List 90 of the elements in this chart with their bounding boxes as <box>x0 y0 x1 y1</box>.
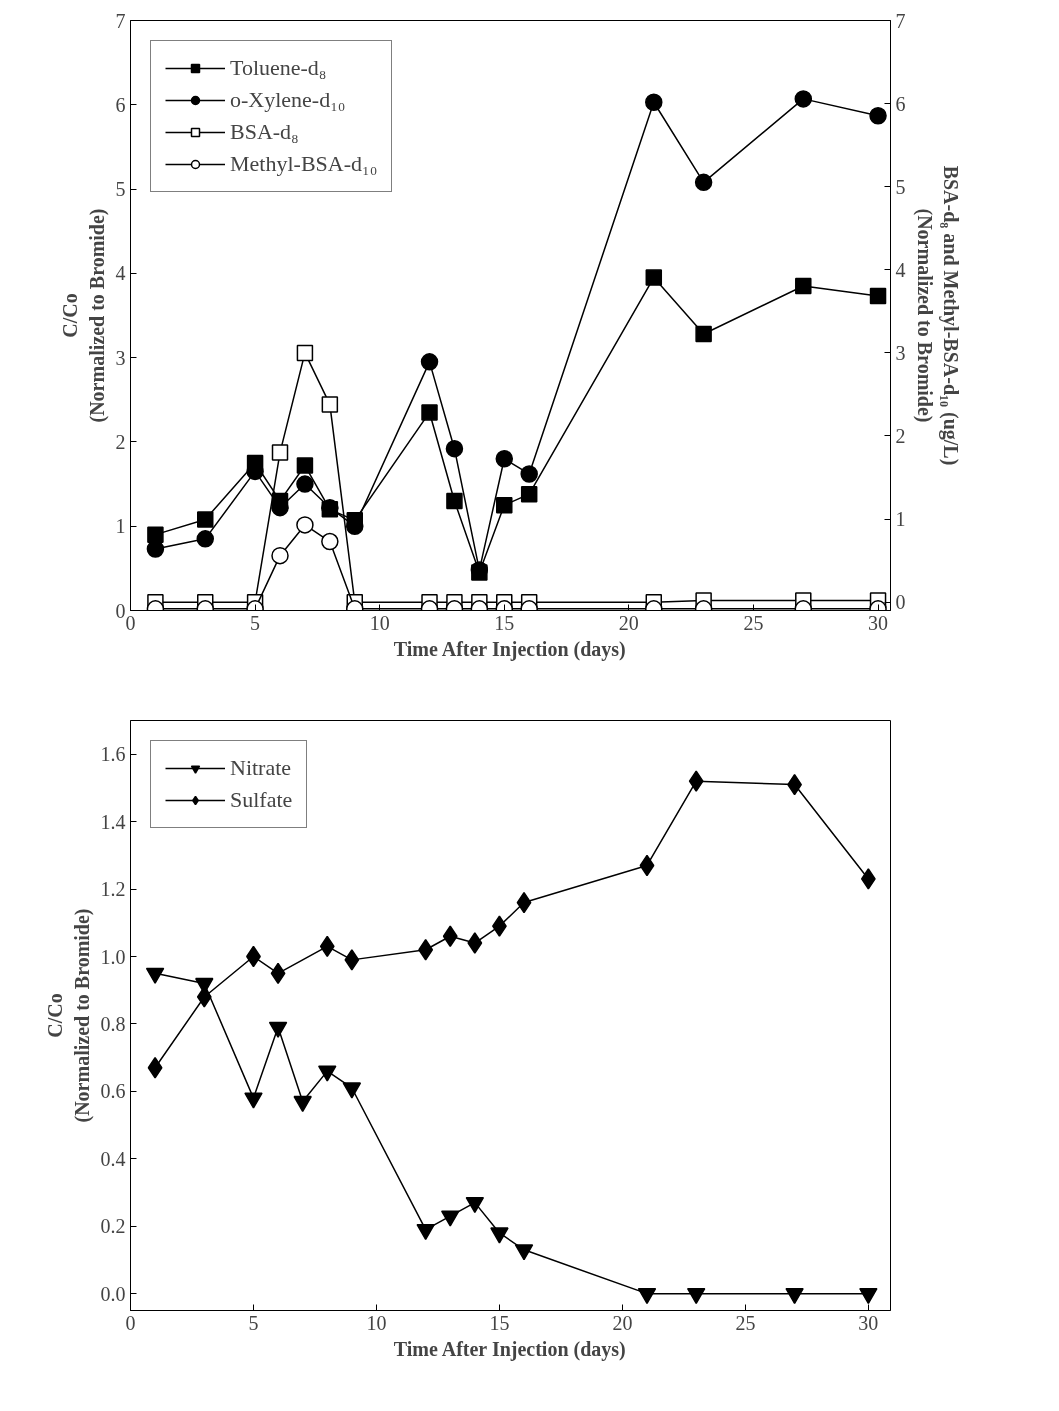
point <box>869 287 887 305</box>
y-tick-label: 4 <box>115 262 126 285</box>
point <box>520 465 538 483</box>
y-tick-label: 1.4 <box>100 810 126 833</box>
point <box>520 485 538 503</box>
point <box>686 1287 706 1305</box>
point <box>421 404 438 421</box>
point <box>467 932 483 954</box>
y-tick-label: 3 <box>115 346 126 369</box>
point <box>196 530 214 548</box>
x-axis-title: Time After Injection (days) <box>393 637 626 661</box>
point <box>495 450 514 468</box>
y2-tick-label: 0 <box>895 591 906 614</box>
legend-label: BSA-d₈ <box>230 119 299 145</box>
point <box>496 496 513 514</box>
y-tick-label: 6 <box>115 93 126 116</box>
point <box>645 269 663 286</box>
y2-tick-label: 7 <box>895 9 906 32</box>
point <box>645 93 663 111</box>
y-tick-label: 0.4 <box>100 1147 126 1170</box>
legend-label: Nitrate <box>230 755 292 781</box>
point <box>869 107 887 125</box>
x-tick-label: 20 <box>618 611 639 634</box>
y-tick-label: 5 <box>115 178 126 201</box>
point <box>418 939 434 961</box>
x-tick-label: 25 <box>735 1311 756 1334</box>
y2-tick-label: 1 <box>895 508 906 531</box>
point <box>446 492 463 510</box>
y-axis-title: C/Co (Normalized to Bromide) <box>44 908 94 1123</box>
point <box>342 1082 362 1099</box>
point <box>296 475 314 493</box>
x-tick-label: 15 <box>494 611 515 634</box>
point <box>416 1223 435 1241</box>
y-tick-label: 0.0 <box>100 1282 126 1305</box>
point <box>445 439 464 458</box>
point <box>688 770 704 792</box>
y2-tick-label: 6 <box>895 92 906 115</box>
point <box>293 1095 312 1113</box>
point <box>197 511 214 528</box>
x-tick-label: 25 <box>743 611 764 634</box>
legend-label: Methyl-BSA-d₁₀ <box>230 151 378 177</box>
y-tick-label: 1.6 <box>100 743 126 766</box>
y2-tick-label: 3 <box>895 341 906 364</box>
y-tick-label: 1.0 <box>100 945 126 968</box>
point <box>785 1287 804 1305</box>
x-tick-label: 5 <box>248 1311 259 1334</box>
y2-tick-label: 2 <box>895 424 906 447</box>
y2-tick-label: 4 <box>895 258 906 281</box>
legend-label: Sulfate <box>230 787 293 813</box>
point <box>296 457 314 474</box>
y-tick-label: 1 <box>115 515 126 538</box>
y-tick-label: 7 <box>115 9 126 32</box>
y2-tick-label: 5 <box>895 175 906 198</box>
x-tick-label: 30 <box>868 611 889 634</box>
point <box>695 325 712 343</box>
point <box>318 1065 337 1082</box>
x-tick-label: 10 <box>369 611 390 634</box>
x-tick-label: 20 <box>612 1311 633 1334</box>
point <box>420 353 439 371</box>
point <box>268 1021 288 1038</box>
point <box>859 1287 878 1305</box>
point <box>694 173 713 192</box>
point <box>440 1210 460 1227</box>
point <box>794 90 813 108</box>
point <box>147 526 164 543</box>
y-tick-label: 1.2 <box>100 878 126 901</box>
x-tick-label: 10 <box>366 1311 387 1334</box>
point <box>490 1227 509 1244</box>
y2-axis-title: BSA-d₈ and Methyl-BSA-d₁₀ (ug/L) (Normalized to Bromide) <box>912 165 962 466</box>
point <box>860 868 876 890</box>
y-tick-label: 0.6 <box>100 1080 126 1103</box>
y-tick-label: 2 <box>115 430 126 453</box>
legend-label: o-Xylene-d₁₀ <box>230 87 346 113</box>
point <box>145 967 165 984</box>
point <box>637 1287 657 1305</box>
point <box>514 1244 534 1261</box>
x-tick-label: 15 <box>489 1311 510 1334</box>
point <box>344 949 360 971</box>
y-axis-title: C/Co (Normalized to Bromide) <box>59 208 109 423</box>
x-axis-title: Time After Injection (days) <box>393 1337 626 1361</box>
y-tick-label: 0.2 <box>100 1215 126 1238</box>
point <box>244 1092 263 1109</box>
point <box>465 1196 485 1214</box>
point <box>196 986 212 1008</box>
point <box>147 1057 163 1079</box>
y-tick-label: 0.8 <box>100 1012 126 1035</box>
point <box>795 277 812 295</box>
legend-label: Toluene-d₈ <box>230 55 327 81</box>
x-tick-label: 5 <box>250 611 261 634</box>
x-tick-label: 30 <box>858 1311 879 1334</box>
